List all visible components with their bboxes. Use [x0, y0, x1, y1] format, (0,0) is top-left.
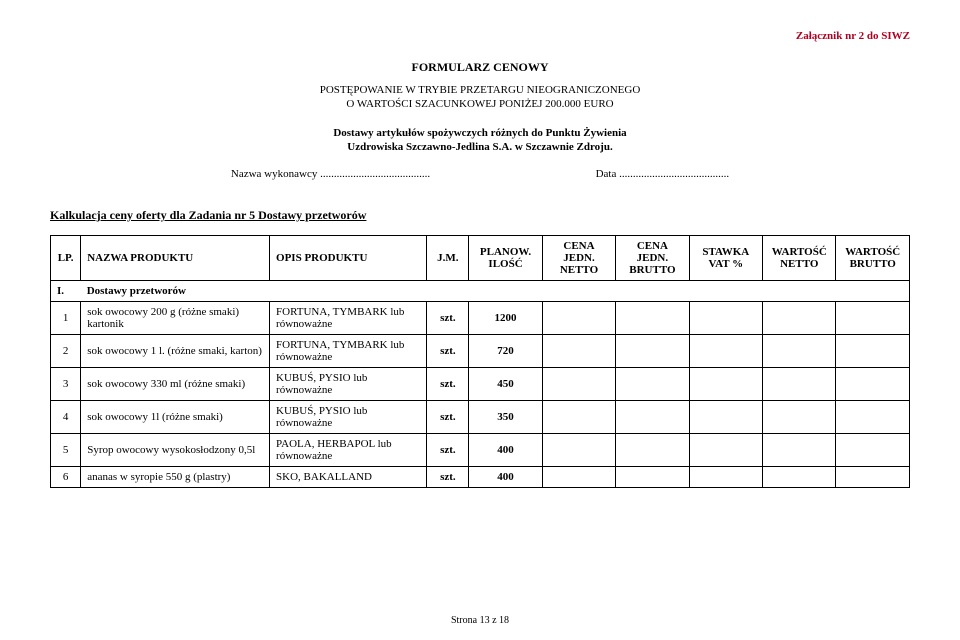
cell-grossval[interactable] — [836, 401, 910, 434]
cell-jm: szt. — [427, 335, 469, 368]
cell-desc: PAOLA, HERBAPOL lub równoważne — [270, 434, 427, 467]
cell-lp: 6 — [51, 467, 81, 488]
cell-netunit[interactable] — [542, 467, 615, 488]
cell-netval[interactable] — [763, 302, 836, 335]
cell-netval[interactable] — [763, 401, 836, 434]
th-netunit: CENA JEDN. NETTO — [542, 236, 615, 281]
section-row: I. Dostawy przetworów — [51, 281, 910, 302]
contractor-dots: ........................................ — [320, 168, 430, 180]
th-grossval: WARTOŚĆ BRUTTO — [836, 236, 910, 281]
table-row: 5Syrop owocowy wysokosłodzony 0,5lPAOLA,… — [51, 434, 910, 467]
subtitle-block: POSTĘPOWANIE W TRYBIE PRZETARGU NIEOGRAN… — [50, 83, 910, 112]
cell-jm: szt. — [427, 434, 469, 467]
cell-grossunit[interactable] — [616, 368, 689, 401]
cell-desc: KUBUŚ, PYSIO lub równoważne — [270, 368, 427, 401]
price-table: LP. NAZWA PRODUKTU OPIS PRODUKTU J.M. PL… — [50, 235, 910, 488]
cell-grossval[interactable] — [836, 467, 910, 488]
table-header-row: LP. NAZWA PRODUKTU OPIS PRODUKTU J.M. PL… — [51, 236, 910, 281]
cell-desc: FORTUNA, TYMBARK lub równoważne — [270, 335, 427, 368]
cell-grossval[interactable] — [836, 434, 910, 467]
cell-netunit[interactable] — [542, 401, 615, 434]
cell-grossval[interactable] — [836, 302, 910, 335]
contractor-row: Nazwa wykonawcy ........................… — [50, 168, 910, 180]
form-title: FORMULARZ CENOWY — [50, 60, 910, 75]
table-body: I. Dostawy przetworów 1sok owocowy 200 g… — [51, 281, 910, 488]
cell-qty: 350 — [469, 401, 542, 434]
cell-qty: 400 — [469, 434, 542, 467]
cell-name: Syrop owocowy wysokosłodzony 0,5l — [81, 434, 270, 467]
cell-lp: 3 — [51, 368, 81, 401]
cell-netunit[interactable] — [542, 434, 615, 467]
cell-jm: szt. — [427, 368, 469, 401]
cell-name: ananas w syropie 550 g (plastry) — [81, 467, 270, 488]
cell-name: sok owocowy 330 ml (różne smaki) — [81, 368, 270, 401]
page-footer: Strona 13 z 18 — [0, 615, 960, 626]
cell-lp: 2 — [51, 335, 81, 368]
cell-qty: 450 — [469, 368, 542, 401]
cell-netunit[interactable] — [542, 302, 615, 335]
cell-jm: szt. — [427, 467, 469, 488]
cell-netval[interactable] — [763, 335, 836, 368]
date-label: Data — [596, 168, 617, 180]
cell-lp: 4 — [51, 401, 81, 434]
cell-vat[interactable] — [689, 434, 762, 467]
table-row: 2sok owocowy 1 l. (różne smaki, karton)F… — [51, 335, 910, 368]
cell-grossval[interactable] — [836, 335, 910, 368]
delivery-block: Dostawy artykułów spożywczych różnych do… — [50, 126, 910, 155]
th-qty: PLANOW. ILOŚĆ — [469, 236, 542, 281]
cell-vat[interactable] — [689, 302, 762, 335]
th-grossunit: CENA JEDN. BRUTTO — [616, 236, 689, 281]
cell-lp: 5 — [51, 434, 81, 467]
cell-name: sok owocowy 1l (różne smaki) — [81, 401, 270, 434]
table-row: 6ananas w syropie 550 g (plastry)SKO, BA… — [51, 467, 910, 488]
cell-desc: FORTUNA, TYMBARK lub równoważne — [270, 302, 427, 335]
cell-netunit[interactable] — [542, 368, 615, 401]
cell-qty: 1200 — [469, 302, 542, 335]
cell-qty: 720 — [469, 335, 542, 368]
th-netval: WARTOŚĆ NETTO — [763, 236, 836, 281]
th-lp: LP. — [51, 236, 81, 281]
cell-grossunit[interactable] — [616, 434, 689, 467]
cell-vat[interactable] — [689, 335, 762, 368]
cell-jm: szt. — [427, 401, 469, 434]
th-name: NAZWA PRODUKTU — [81, 236, 270, 281]
cell-grossunit[interactable] — [616, 335, 689, 368]
th-jm: J.M. — [427, 236, 469, 281]
cell-netval[interactable] — [763, 467, 836, 488]
cell-grossunit[interactable] — [616, 467, 689, 488]
subtitle-line1: POSTĘPOWANIE W TRYBIE PRZETARGU NIEOGRAN… — [320, 84, 641, 96]
cell-netval[interactable] — [763, 434, 836, 467]
cell-jm: szt. — [427, 302, 469, 335]
cell-name: sok owocowy 200 g (różne smaki) kartonik — [81, 302, 270, 335]
contractor-label: Nazwa wykonawcy — [231, 168, 317, 180]
cell-grossval[interactable] — [836, 368, 910, 401]
cell-lp: 1 — [51, 302, 81, 335]
calc-title: Kalkulacja ceny oferty dla Zadania nr 5 … — [50, 208, 910, 223]
cell-qty: 400 — [469, 467, 542, 488]
date-dots: ........................................ — [619, 168, 729, 180]
cell-vat[interactable] — [689, 368, 762, 401]
cell-name: sok owocowy 1 l. (różne smaki, karton) — [81, 335, 270, 368]
th-desc: OPIS PRODUKTU — [270, 236, 427, 281]
cell-desc: KUBUŚ, PYSIO lub równoważne — [270, 401, 427, 434]
delivery-line2: Uzdrowiska Szczawno-Jedlina S.A. w Szcza… — [347, 141, 612, 153]
section-num: I. — [51, 281, 81, 302]
subtitle-line2: O WARTOŚCI SZACUNKOWEJ PONIŻEJ 200.000 E… — [346, 98, 613, 110]
cell-netval[interactable] — [763, 368, 836, 401]
cell-grossunit[interactable] — [616, 401, 689, 434]
table-row: 1sok owocowy 200 g (różne smaki) kartoni… — [51, 302, 910, 335]
delivery-line1: Dostawy artykułów spożywczych różnych do… — [333, 127, 626, 139]
th-vat: STAWKA VAT % — [689, 236, 762, 281]
section-title: Dostawy przetworów — [81, 281, 910, 302]
cell-vat[interactable] — [689, 401, 762, 434]
cell-vat[interactable] — [689, 467, 762, 488]
cell-netunit[interactable] — [542, 335, 615, 368]
table-row: 3sok owocowy 330 ml (różne smaki)KUBUŚ, … — [51, 368, 910, 401]
cell-grossunit[interactable] — [616, 302, 689, 335]
cell-desc: SKO, BAKALLAND — [270, 467, 427, 488]
table-row: 4sok owocowy 1l (różne smaki)KUBUŚ, PYSI… — [51, 401, 910, 434]
attachment-label: Załącznik nr 2 do SIWZ — [50, 30, 910, 42]
